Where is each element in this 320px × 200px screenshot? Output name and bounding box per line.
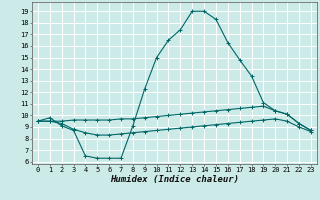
X-axis label: Humidex (Indice chaleur): Humidex (Indice chaleur) xyxy=(110,175,239,184)
